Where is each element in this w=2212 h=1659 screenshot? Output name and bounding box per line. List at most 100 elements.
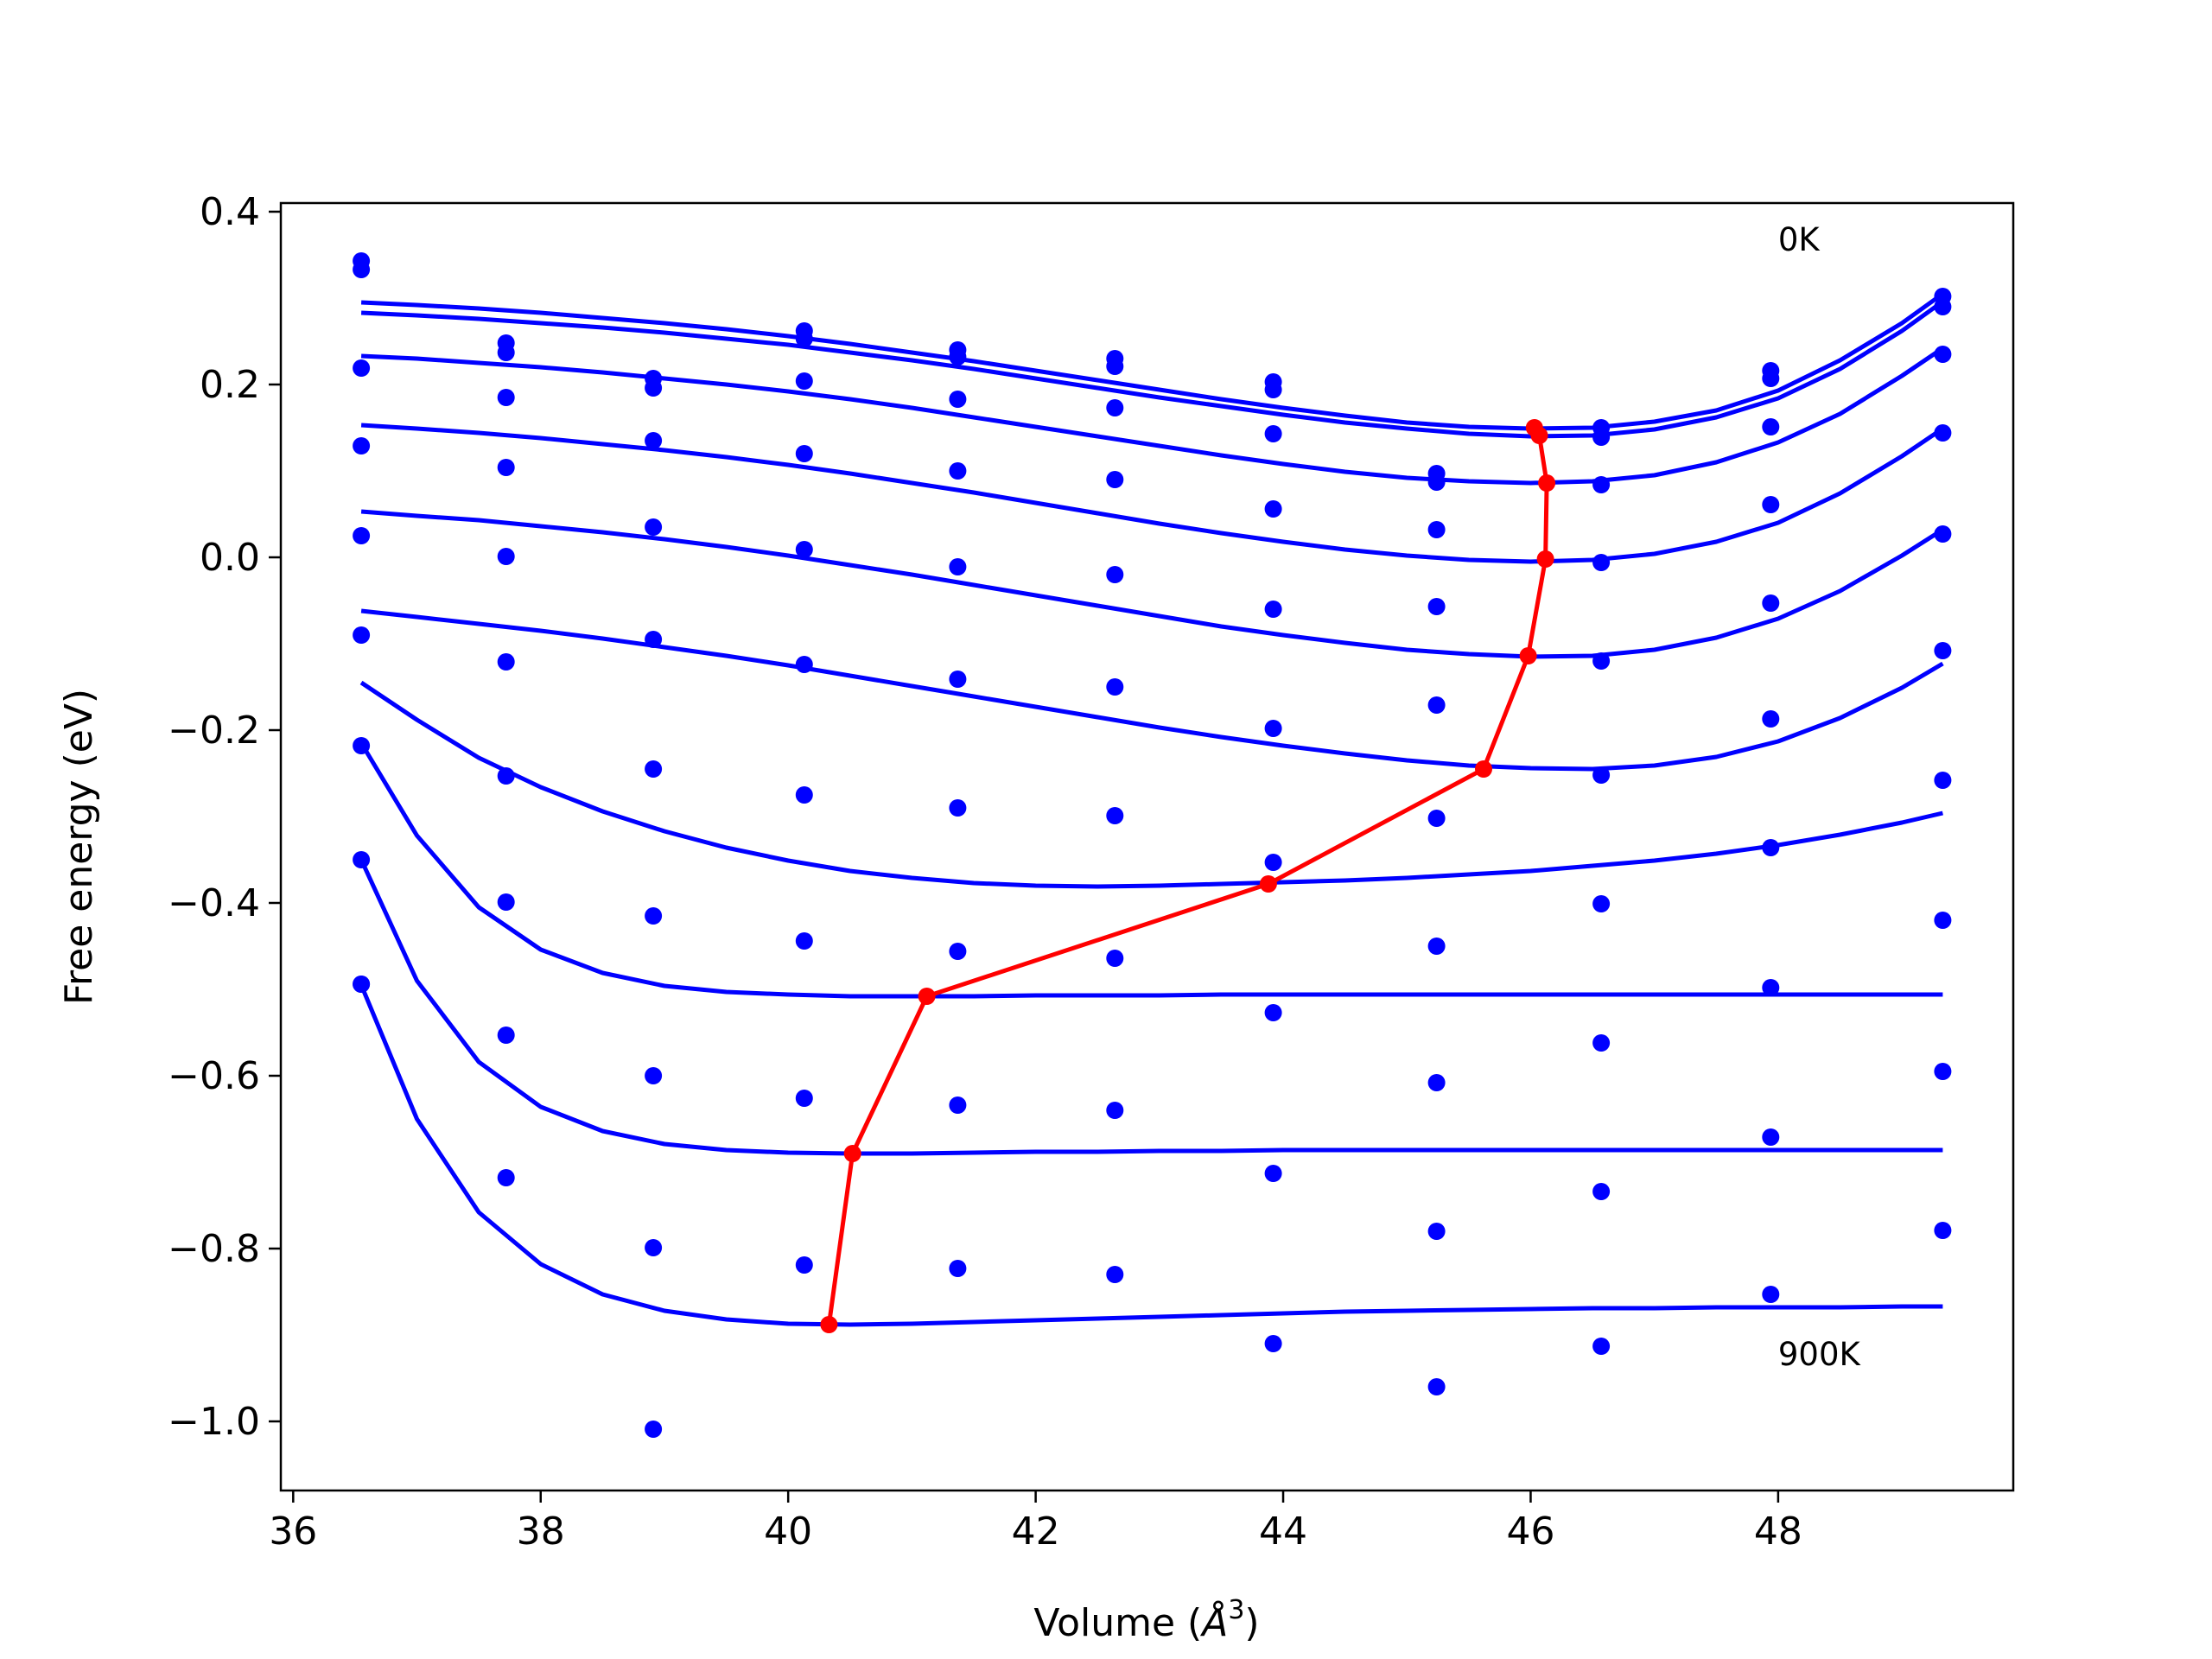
fit-curve-9 — [359, 858, 1943, 1156]
data-point — [1592, 652, 1611, 670]
data-point — [1592, 1183, 1611, 1200]
data-point — [1264, 425, 1282, 442]
minimum-point — [1536, 550, 1554, 568]
fit-curve-10 — [359, 984, 1943, 1327]
data-point — [795, 541, 813, 558]
y-tick-label: 0.2 — [200, 363, 260, 407]
data-point — [1106, 471, 1124, 488]
data-point — [795, 656, 813, 673]
x-tick-label: 42 — [1012, 1510, 1060, 1554]
data-point — [1427, 810, 1446, 827]
data-point — [949, 391, 967, 408]
annotations: 0K 900K — [1778, 221, 1862, 1373]
data-point — [1762, 710, 1780, 728]
data-point — [497, 1169, 515, 1186]
data-point — [949, 558, 967, 575]
data-point — [1934, 298, 1952, 315]
data-point — [353, 527, 371, 544]
data-point — [497, 344, 515, 361]
data-point — [1427, 598, 1446, 615]
x-tick-label: 38 — [517, 1510, 565, 1554]
minimum-point — [1259, 875, 1277, 893]
data-point — [1762, 839, 1780, 856]
y-tick-label: −0.4 — [168, 881, 260, 925]
data-point — [645, 1421, 663, 1438]
data-point — [497, 767, 515, 785]
data-point — [795, 932, 813, 950]
data-point — [497, 389, 515, 406]
data-point — [645, 1067, 663, 1084]
annotation-top: 0K — [1778, 221, 1821, 258]
data-point — [1592, 766, 1611, 784]
data-point — [1934, 772, 1952, 789]
data-point — [949, 462, 967, 480]
data-point — [795, 1256, 813, 1274]
data-point — [1264, 1335, 1282, 1352]
data-point — [1264, 381, 1282, 398]
data-point — [1592, 429, 1611, 446]
x-axis-label-close: ) — [1244, 1601, 1259, 1645]
data-point — [1934, 1063, 1952, 1080]
data-point — [1264, 500, 1282, 518]
data-point — [1762, 594, 1780, 612]
annotation-bottom: 900K — [1778, 1336, 1862, 1373]
minimum-point — [1530, 427, 1548, 444]
x-tick-label: 40 — [764, 1510, 812, 1554]
fit-curve-6 — [360, 608, 1944, 772]
data-point — [497, 1027, 515, 1044]
y-tick-label: −0.6 — [168, 1054, 260, 1098]
fit-curve-2 — [360, 299, 1944, 439]
data-point — [497, 459, 515, 476]
data-point — [353, 626, 371, 644]
data-point — [795, 330, 813, 347]
x-tick-label: 44 — [1259, 1510, 1307, 1554]
y-axis-ticks: 0.4 0.2 0.0 −0.2 −0.4 −0.6 −0.8 −1.0 — [168, 190, 281, 1444]
data-point — [1934, 346, 1952, 363]
data-point — [1934, 642, 1952, 659]
data-point — [1762, 979, 1780, 996]
data-point — [949, 943, 967, 960]
y-tick-label: −0.8 — [168, 1227, 260, 1271]
data-point — [949, 1260, 967, 1277]
y-tick-label: −0.2 — [168, 709, 260, 753]
fit-curve-4 — [360, 423, 1944, 564]
data-point — [1934, 424, 1952, 442]
minimum-point — [820, 1316, 838, 1333]
data-point — [1106, 807, 1124, 824]
data-point — [1427, 1378, 1446, 1395]
data-point — [1592, 1338, 1611, 1355]
data-point — [1427, 1223, 1446, 1240]
data-point — [1934, 1222, 1952, 1239]
data-point — [949, 1096, 967, 1114]
data-point — [353, 737, 371, 754]
y-tick-label: −1.0 — [168, 1400, 260, 1444]
data-point — [645, 518, 663, 536]
x-axis-label-exponent: 3 — [1228, 1595, 1244, 1625]
data-point — [645, 907, 663, 925]
data-point — [1106, 1102, 1124, 1119]
data-point — [1934, 525, 1952, 543]
data-point — [353, 437, 371, 454]
data-point — [1427, 696, 1446, 714]
data-point — [949, 671, 967, 688]
data-point — [1106, 566, 1124, 583]
data-point — [1264, 720, 1282, 737]
data-point — [1592, 895, 1611, 912]
data-point — [1264, 601, 1282, 618]
minimum-point — [1519, 647, 1537, 664]
data-point — [353, 359, 371, 377]
data-points — [353, 252, 1952, 1438]
data-point — [1106, 1266, 1124, 1283]
fit-curve-1 — [360, 291, 1944, 431]
data-point — [497, 653, 515, 671]
data-point — [1427, 938, 1446, 955]
fit-curve-5 — [360, 509, 1944, 659]
data-point — [1106, 399, 1124, 416]
data-point — [645, 631, 663, 648]
minimum-point — [1538, 474, 1556, 492]
data-point — [1264, 1165, 1282, 1182]
data-point — [1762, 1286, 1780, 1303]
x-axis-label-main: Volume ( — [1033, 1601, 1202, 1645]
data-point — [497, 893, 515, 911]
